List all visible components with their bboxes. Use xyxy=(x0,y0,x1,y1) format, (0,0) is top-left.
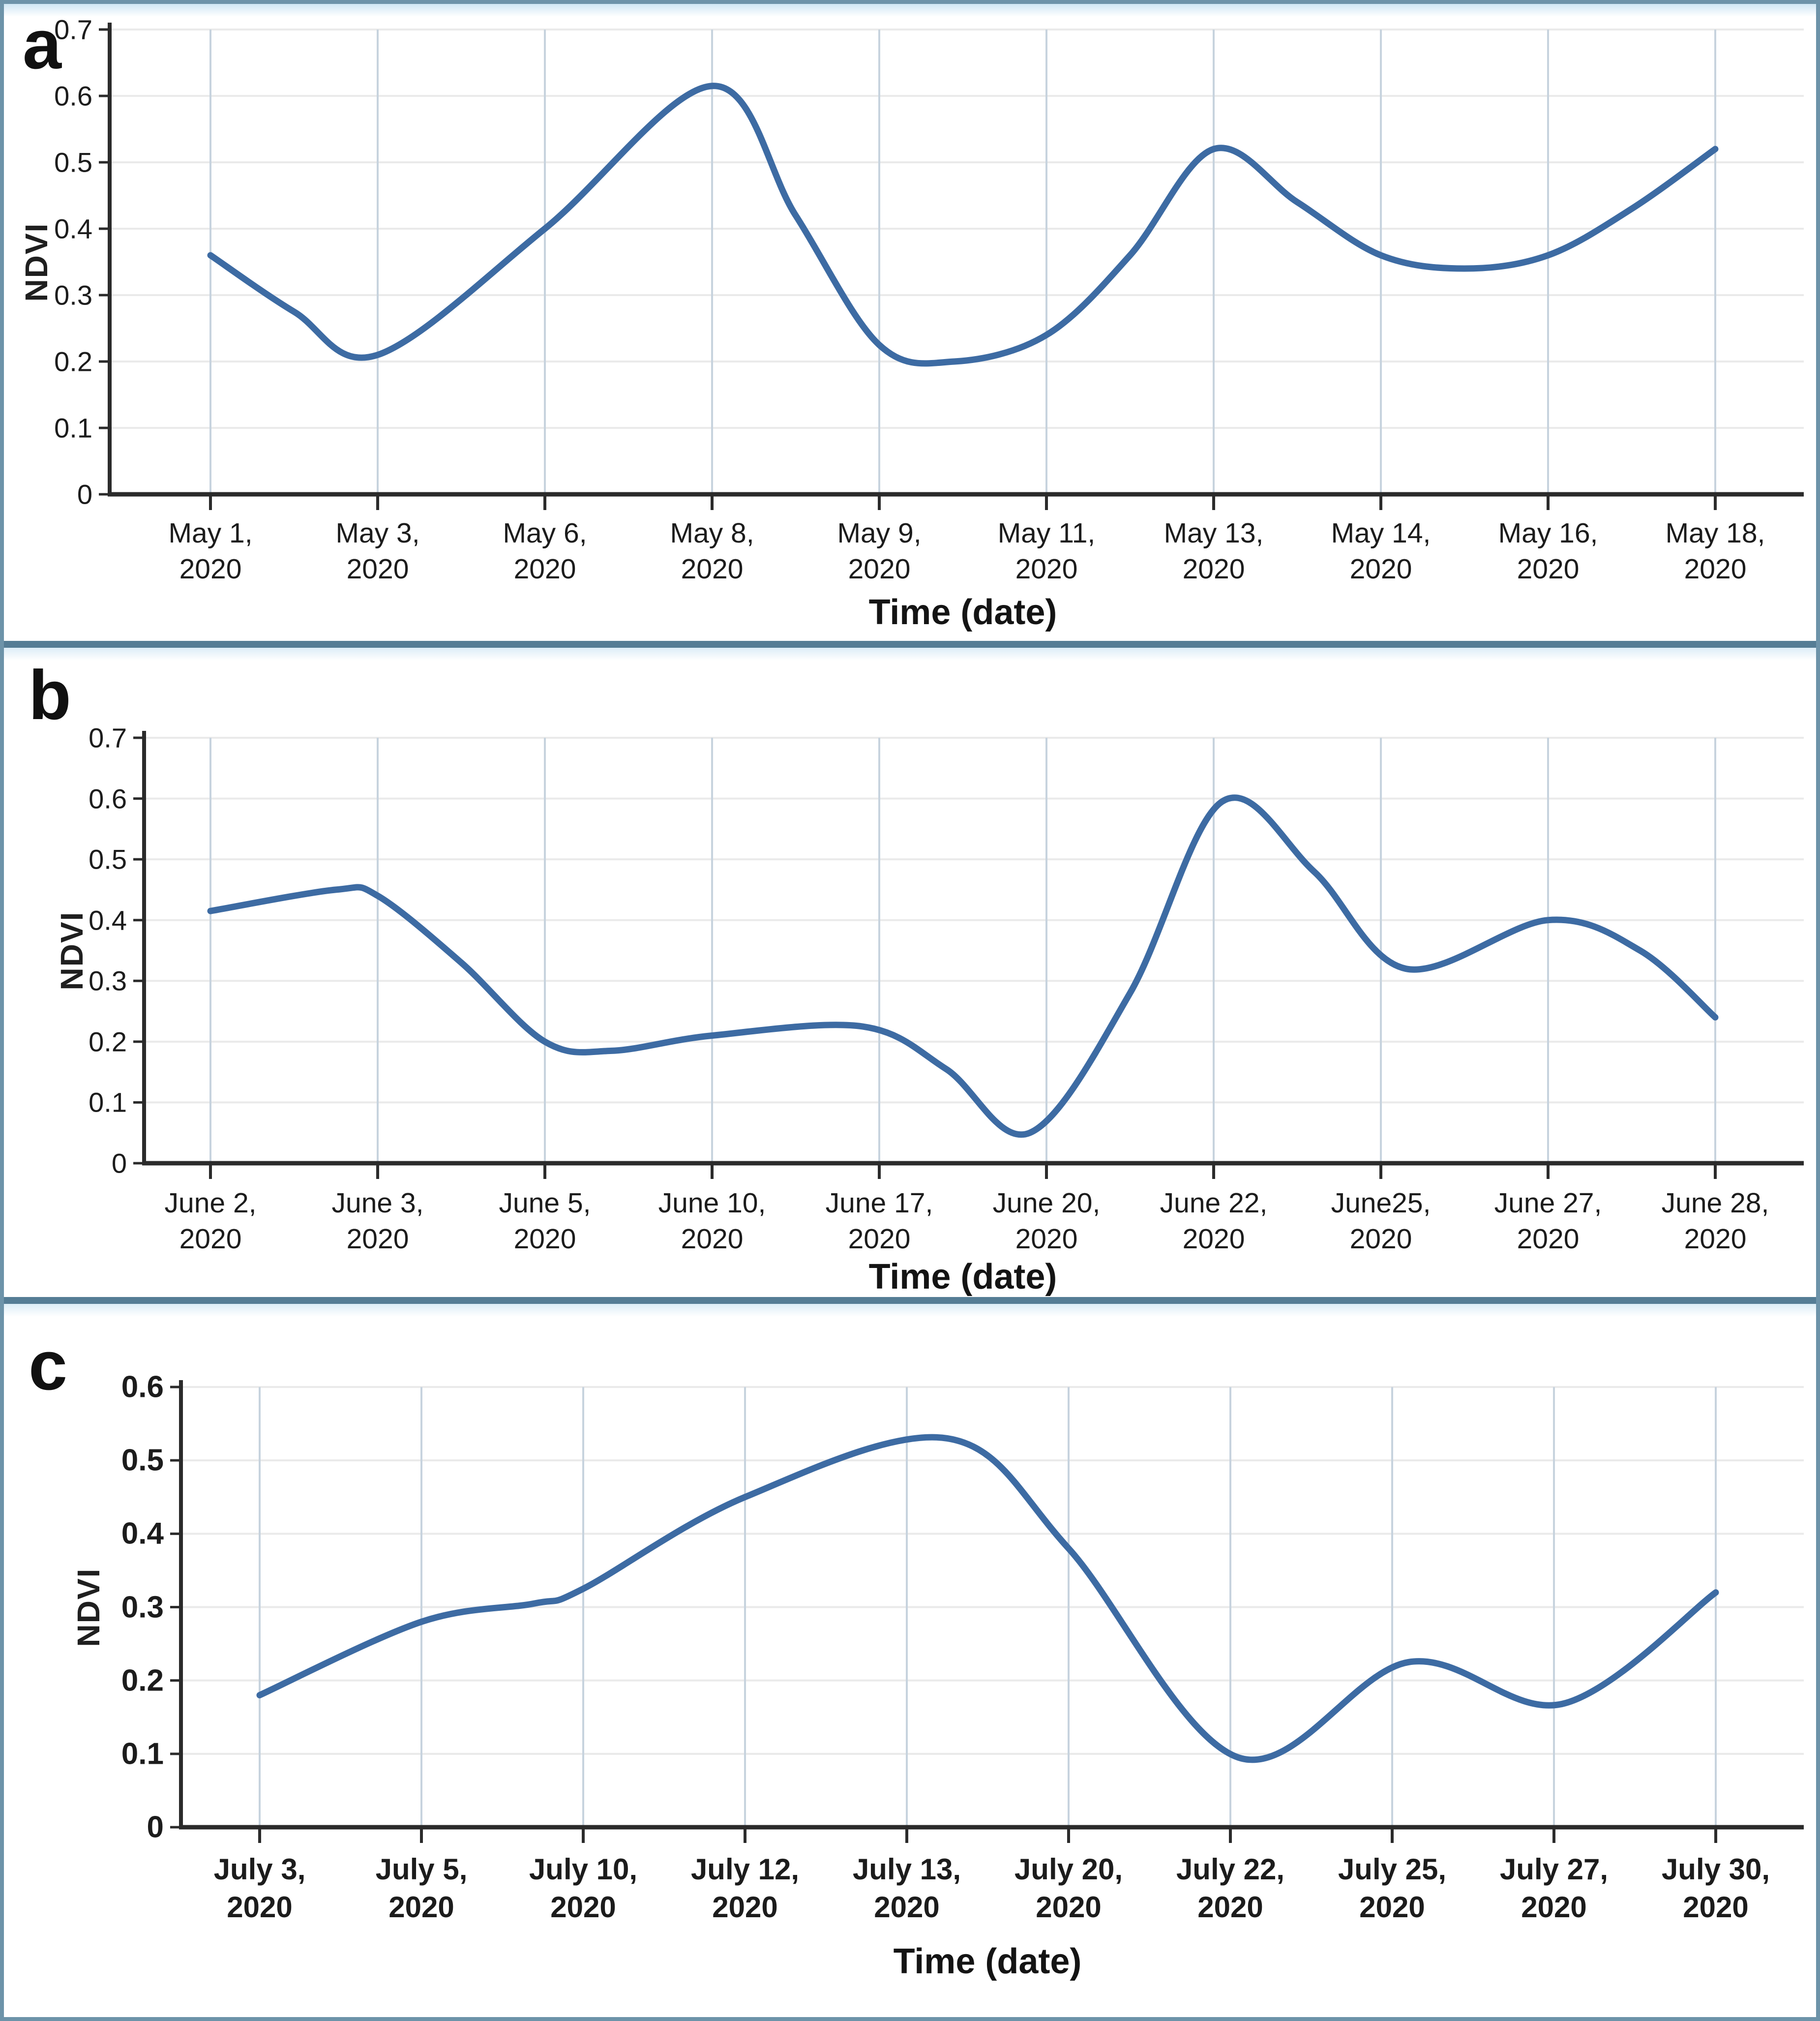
ndvi-curve xyxy=(256,1434,1719,1763)
y-tick-label: 0.1 xyxy=(89,1086,127,1118)
x-axis-title-a: Time (date) xyxy=(868,593,1057,632)
x-tick-label: July 12, 2020 xyxy=(690,1853,800,1924)
y-tick-label: 0.3 xyxy=(54,279,92,311)
y-tick-label: 0.7 xyxy=(54,14,92,45)
x-tick-label: July 20, 2020 xyxy=(1014,1853,1123,1924)
x-tick-label: May 8, 2020 xyxy=(670,517,754,585)
y-tick-label: 0.5 xyxy=(54,147,92,178)
x-tick-label: July 13, 2020 xyxy=(852,1853,961,1924)
x-tick-label: July 27, 2020 xyxy=(1499,1853,1609,1924)
x-tick-label: May 9, 2020 xyxy=(837,517,922,585)
y-tick-label: 0.4 xyxy=(121,1516,164,1551)
panel-divider xyxy=(4,641,1816,648)
x-tick-label: June 10, 2020 xyxy=(658,1187,766,1255)
panel-top-highlight xyxy=(4,1304,1816,1317)
x-tick-label: June 22, 2020 xyxy=(1160,1187,1268,1255)
x-tick-label: July 3, 2020 xyxy=(213,1853,306,1924)
x-tick-label: July 25, 2020 xyxy=(1338,1853,1447,1924)
x-tick-label: July 30, 2020 xyxy=(1661,1853,1770,1924)
x-tick-label: June 28, 2020 xyxy=(1661,1187,1769,1255)
y-tick-label: 0 xyxy=(147,1810,164,1844)
x-tick-label: May 16, 2020 xyxy=(1498,517,1598,585)
x-tick-label: May 6, 2020 xyxy=(503,517,587,585)
y-tick-label: 0.3 xyxy=(89,965,127,996)
x-tick-label: May 11, 2020 xyxy=(997,517,1096,585)
y-tick-label: 0.7 xyxy=(89,722,127,754)
x-tick-label: July 10, 2020 xyxy=(529,1853,638,1924)
y-tick-label: 0 xyxy=(77,479,92,510)
x-tick-label: May 13, 2020 xyxy=(1164,517,1264,585)
chart-canvas-a xyxy=(4,4,1816,641)
y-tick-label: 0 xyxy=(111,1147,127,1179)
y-tick-label: 0.4 xyxy=(89,905,127,936)
y-tick-label: 0.4 xyxy=(54,213,92,244)
y-tick-label: 0.2 xyxy=(89,1026,127,1057)
panel-c: c NDVI 0 0.1 0.2 0.3 0.4 0.5 0.6 July 3, 2020 Jul… xyxy=(4,1304,1816,2017)
x-tick-label: May 3, 2020 xyxy=(335,517,420,585)
ndvi-curve xyxy=(207,794,1719,1138)
panel-top-highlight xyxy=(4,4,1816,17)
x-tick-label: June 2, 2020 xyxy=(164,1187,257,1255)
chart-canvas-b xyxy=(4,648,1816,1297)
y-tick-label: 0.6 xyxy=(121,1370,164,1404)
x-tick-label: June 20, 2020 xyxy=(992,1187,1101,1255)
y-tick-label: 0.2 xyxy=(121,1663,164,1698)
x-tick-label: May 1, 2020 xyxy=(168,517,253,585)
x-tick-label: June 17, 2020 xyxy=(825,1187,933,1255)
chart-canvas-c xyxy=(4,1304,1816,2017)
x-axis-title-c: Time (date) xyxy=(893,1942,1082,1981)
x-tick-label: May 18, 2020 xyxy=(1665,517,1765,585)
panel-letter-c: c xyxy=(29,1327,67,1405)
y-tick-label: 0.6 xyxy=(89,783,127,814)
panel-divider xyxy=(4,1297,1816,1304)
y-tick-label: 0.1 xyxy=(54,412,92,444)
y-tick-label: 0.5 xyxy=(121,1443,164,1478)
panel-a: a NDVI 0 0.1 0.2 0.3 0.4 0.5 0.6 0.7 May 1, 2020 M… xyxy=(4,4,1816,641)
x-tick-label: June 3, 2020 xyxy=(331,1187,424,1255)
y-tick-label: 0.2 xyxy=(54,346,92,377)
panel-letter-a: a xyxy=(23,5,61,84)
x-tick-label: July 22, 2020 xyxy=(1176,1853,1285,1924)
x-tick-label: July 5, 2020 xyxy=(375,1853,468,1924)
panel-b: b NDVI 0 0.1 0.2 0.3 0.4 0.5 0.6 0.7 June 2, 2020… xyxy=(4,648,1816,1297)
x-tick-label: June 5, 2020 xyxy=(499,1187,591,1255)
panel-top-highlight xyxy=(4,648,1816,661)
y-tick-label: 0.1 xyxy=(121,1737,164,1771)
x-tick-label: June 27, 2020 xyxy=(1494,1187,1602,1255)
x-axis-title-b: Time (date) xyxy=(868,1257,1057,1297)
x-tick-label: May 14, 2020 xyxy=(1331,517,1431,585)
ndvi-curve xyxy=(207,83,1719,367)
y-tick-label: 0.6 xyxy=(54,80,92,112)
y-tick-label: 0.3 xyxy=(121,1590,164,1624)
y-tick-label: 0.5 xyxy=(89,844,127,875)
x-tick-label: June25, 2020 xyxy=(1331,1187,1431,1255)
panel-letter-b: b xyxy=(29,656,71,734)
